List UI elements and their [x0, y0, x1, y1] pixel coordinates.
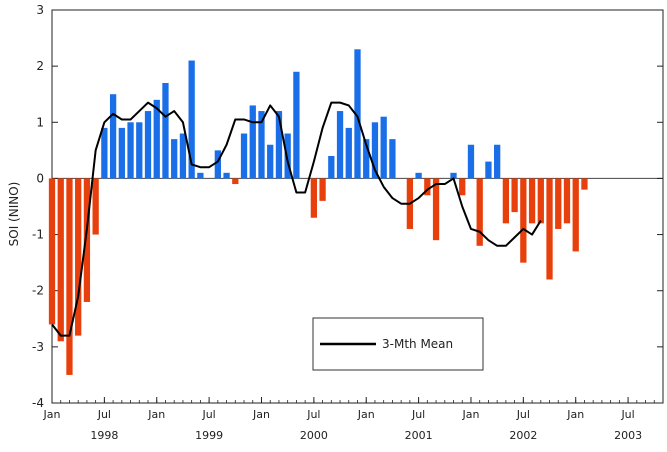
bar: [581, 178, 588, 190]
bar: [459, 178, 466, 196]
bar: [415, 172, 422, 179]
legend: 3-Mth Mean: [312, 317, 484, 371]
x-tick-label-year: 1999: [195, 429, 223, 442]
bar: [572, 178, 579, 252]
bar: [485, 161, 492, 179]
x-tick-label-month: Jul: [620, 408, 634, 421]
x-tick-label-month: Jan: [357, 408, 375, 421]
bar: [389, 139, 396, 179]
x-tick-label-year: 2002: [509, 429, 537, 442]
bar: [83, 178, 91, 302]
bar: [109, 94, 117, 179]
y-tick-label: 0: [36, 171, 44, 185]
bar: [66, 178, 73, 375]
bar: [162, 82, 169, 179]
bar: [371, 122, 379, 179]
bar: [476, 178, 483, 246]
bar: [511, 178, 518, 213]
bar: [345, 127, 352, 179]
bar: [197, 172, 204, 179]
bar: [328, 155, 335, 179]
y-tick-label: -3: [32, 340, 44, 354]
bar: [171, 139, 178, 179]
x-tick-label-month: Jan: [461, 408, 479, 421]
x-tick-label-month: Jul: [516, 408, 530, 421]
bar: [92, 178, 99, 235]
x-tick-label-month: Jul: [306, 408, 320, 421]
bar: [424, 178, 431, 196]
y-tick-label: -4: [32, 396, 44, 410]
bar: [310, 178, 317, 218]
bar: [546, 178, 553, 280]
bar: [127, 122, 134, 179]
bar: [249, 105, 256, 179]
x-tick-label-month: Jul: [411, 408, 425, 421]
x-tick-label-month: Jan: [43, 408, 61, 421]
x-tick-label-year: 2001: [405, 429, 433, 442]
mean-line-series: [51, 101, 542, 337]
y-tick-label: 2: [36, 59, 44, 73]
bar: [467, 144, 475, 179]
bar: [563, 178, 571, 224]
y-tick-label: -1: [32, 228, 44, 242]
bar: [354, 49, 361, 179]
x-tick-label-year: 2000: [300, 429, 328, 442]
bar: [188, 60, 195, 179]
x-tick-label-year: 1998: [90, 429, 118, 442]
bar: [75, 178, 82, 336]
bar: [214, 150, 221, 179]
bar: [537, 178, 544, 224]
bar: [380, 116, 387, 179]
bar: [223, 172, 230, 179]
bar: [432, 178, 440, 241]
bar: [555, 178, 562, 229]
y-tick-label: -2: [32, 284, 44, 298]
bar: [153, 99, 160, 179]
bar: [284, 133, 291, 179]
x-tick-label-month: Jan: [147, 408, 165, 421]
x-tick-label-month: Jan: [252, 408, 270, 421]
x-tick-label-year: 2003: [614, 429, 642, 442]
x-tick-label-month: Jul: [201, 408, 215, 421]
x-tick-label-month: Jan: [566, 408, 584, 421]
bar: [319, 178, 326, 201]
bar: [118, 127, 125, 179]
bar: [48, 178, 56, 325]
bar: [502, 178, 510, 224]
bar: [293, 71, 300, 179]
bar-series: [48, 49, 588, 375]
y-tick-label: 3: [36, 3, 44, 17]
bar: [57, 178, 64, 342]
bar: [144, 111, 152, 179]
y-tick-label: 1: [36, 115, 44, 129]
bar: [528, 178, 536, 224]
y-axis-label: SOI (NINO): [7, 182, 21, 247]
bar: [101, 127, 108, 179]
x-tick-label-month: Jul: [97, 408, 111, 421]
bar: [258, 111, 265, 179]
bar: [336, 111, 344, 179]
bar: [232, 178, 239, 185]
bar: [136, 122, 143, 179]
bar: [240, 133, 248, 179]
bar: [179, 133, 187, 179]
bar: [494, 144, 501, 179]
bar: [520, 178, 527, 263]
bar: [275, 111, 283, 179]
mean-line: [51, 101, 542, 337]
legend-label: 3-Mth Mean: [382, 337, 453, 351]
bar: [363, 139, 370, 179]
bar: [267, 144, 274, 179]
bar: [450, 172, 457, 179]
